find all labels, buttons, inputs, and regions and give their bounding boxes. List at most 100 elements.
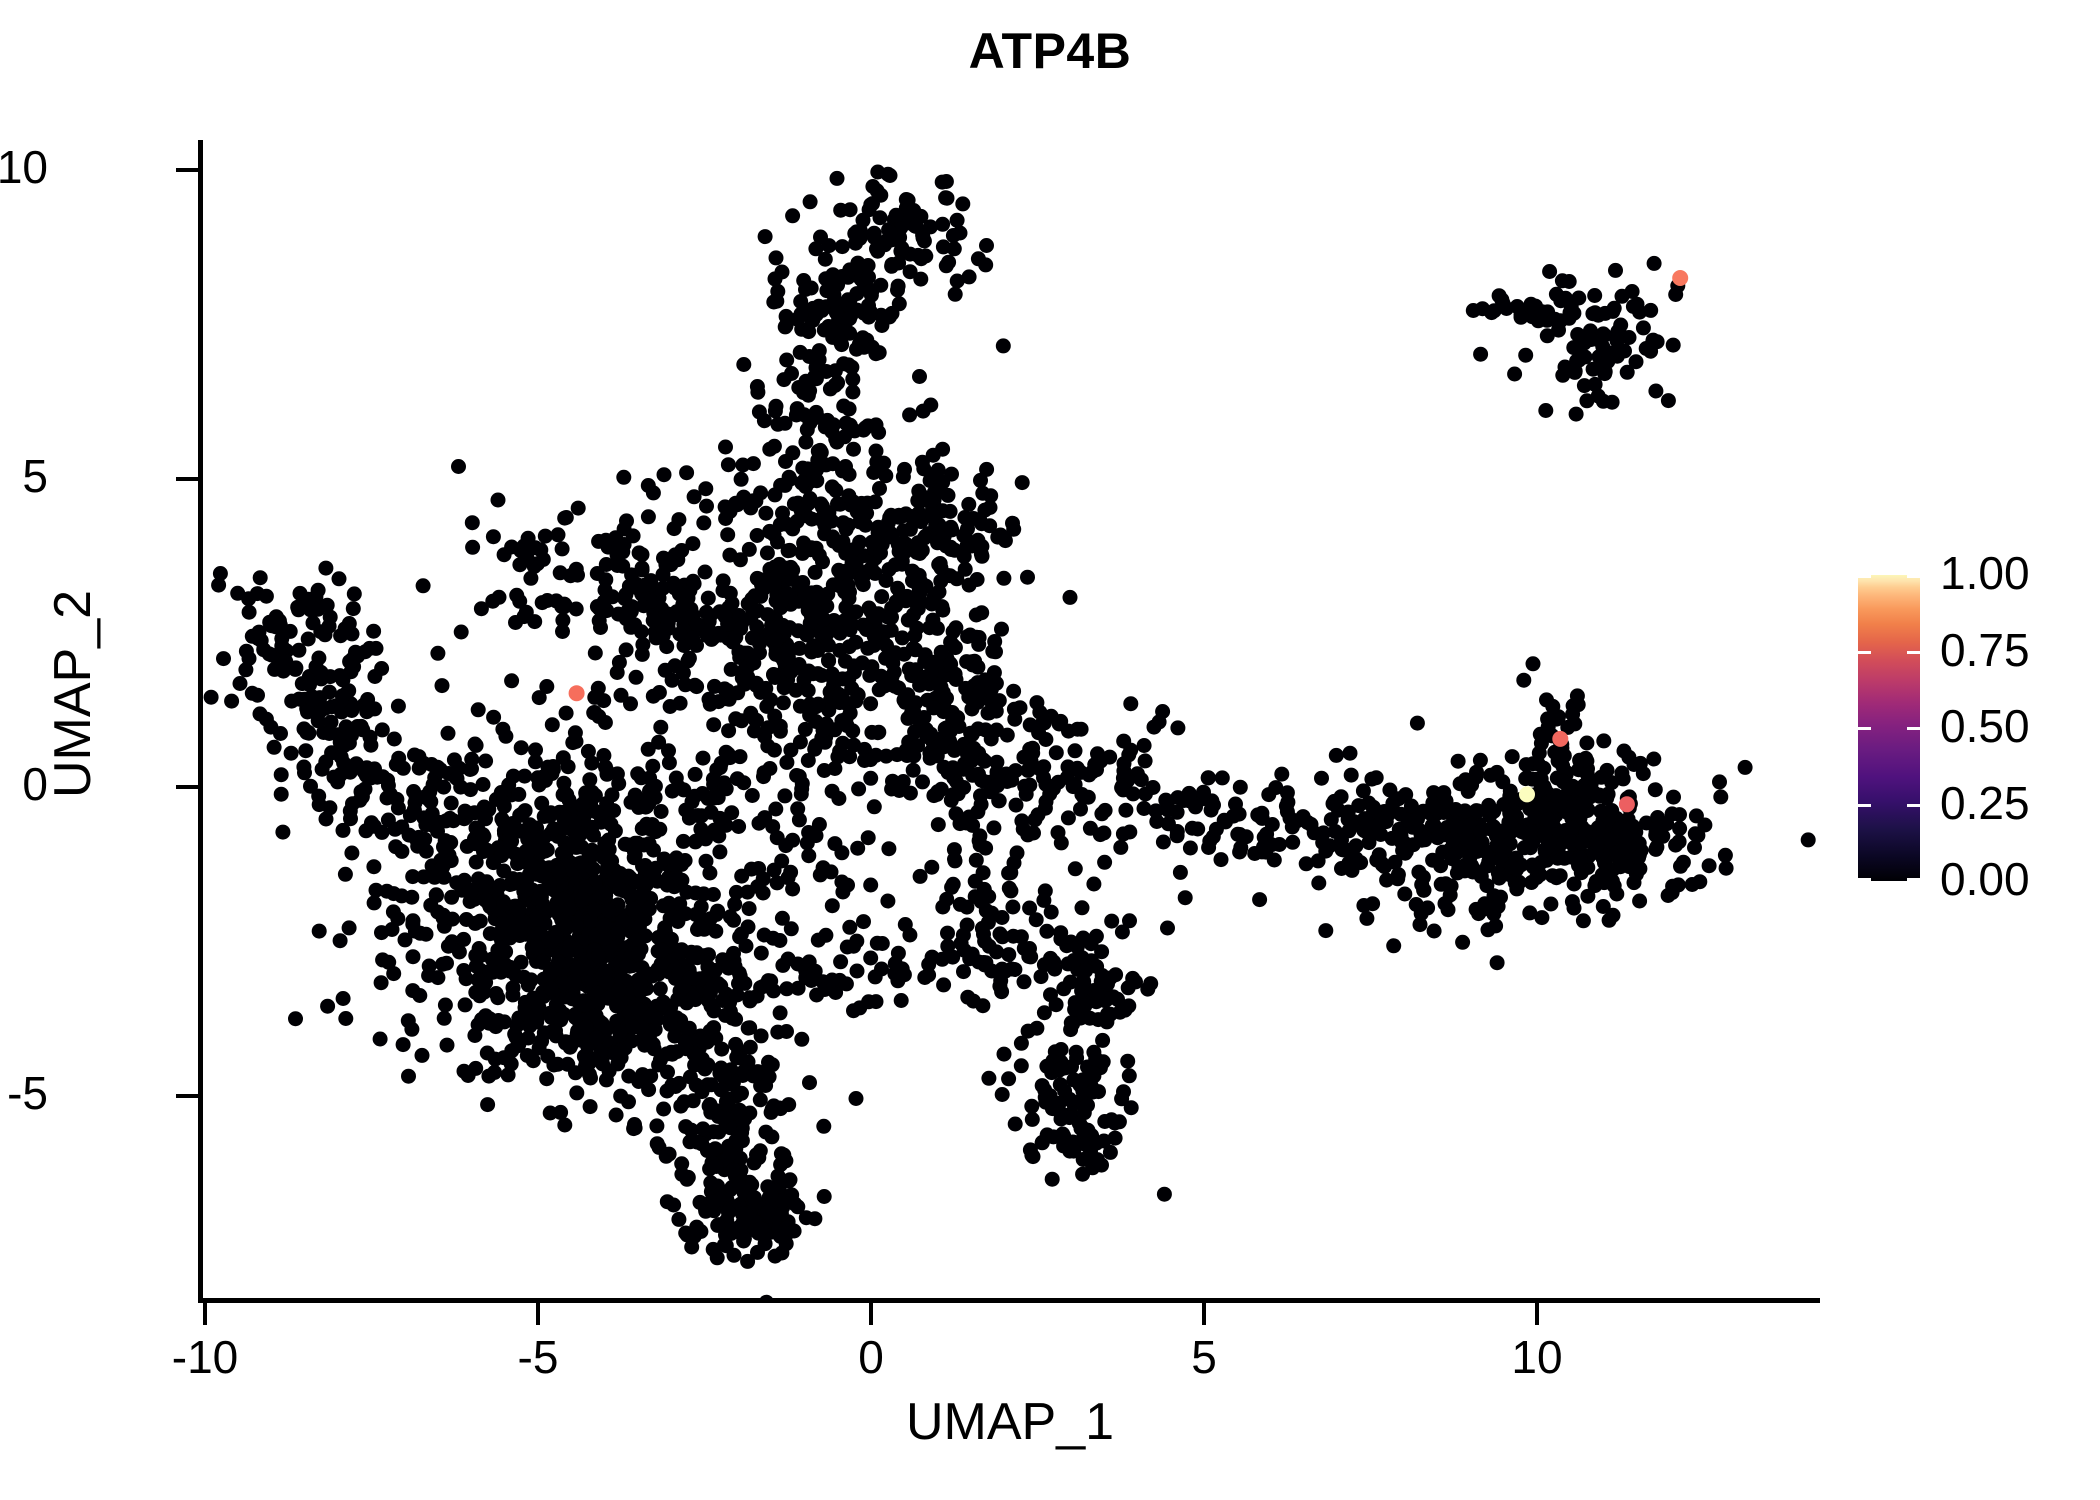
scatter-point bbox=[1697, 817, 1713, 833]
scatter-point bbox=[872, 481, 887, 496]
scatter-point bbox=[947, 286, 963, 302]
scatter-point bbox=[1340, 811, 1356, 827]
scatter-point bbox=[588, 1008, 604, 1024]
scatter-point bbox=[786, 496, 802, 512]
scatter-point bbox=[1089, 1152, 1105, 1168]
scatter-point bbox=[299, 725, 315, 741]
scatter-point bbox=[851, 781, 867, 797]
scatter-point bbox=[993, 973, 1009, 989]
scatter-point bbox=[863, 770, 879, 786]
scatter-point bbox=[1569, 353, 1585, 369]
scatter-point bbox=[651, 1057, 667, 1073]
scatter-point bbox=[444, 889, 460, 905]
scatter-point bbox=[557, 510, 573, 526]
scatter-point bbox=[506, 924, 522, 940]
scatter-point bbox=[557, 1117, 573, 1133]
scatter-point bbox=[841, 401, 857, 417]
scatter-point bbox=[406, 803, 422, 819]
scatter-point bbox=[617, 591, 633, 607]
y-tick-label: 5 bbox=[22, 449, 48, 502]
scatter-point bbox=[780, 648, 796, 664]
scatter-point bbox=[439, 1037, 455, 1053]
scatter-point bbox=[833, 954, 849, 970]
scatter-point bbox=[302, 677, 317, 693]
scatter-point bbox=[827, 377, 843, 393]
scatter-point bbox=[939, 690, 954, 706]
scatter-point bbox=[1351, 798, 1367, 814]
scatter-point bbox=[360, 692, 376, 707]
scatter-point bbox=[1170, 790, 1186, 806]
scatter-point bbox=[674, 543, 690, 558]
scatter-point bbox=[1601, 912, 1617, 928]
scatter-point bbox=[496, 896, 512, 912]
scatter-point bbox=[601, 903, 617, 919]
scatter-point bbox=[1043, 904, 1059, 920]
scatter-point bbox=[1561, 274, 1577, 289]
scatter-point bbox=[1534, 910, 1550, 926]
scatter-point bbox=[683, 970, 699, 986]
scatter-point bbox=[1513, 309, 1529, 325]
scatter-point bbox=[252, 570, 268, 586]
scatter-point bbox=[1076, 974, 1092, 989]
scatter-point bbox=[816, 322, 832, 338]
scatter-point bbox=[783, 664, 799, 680]
scatter-point bbox=[534, 868, 550, 884]
scatter-point bbox=[311, 650, 327, 666]
scatter-point bbox=[1420, 900, 1436, 916]
scatter-point bbox=[689, 679, 705, 695]
scatter-point bbox=[630, 972, 646, 988]
scatter-point bbox=[959, 899, 975, 915]
scatter-point bbox=[1499, 301, 1514, 316]
scatter-point bbox=[863, 950, 879, 966]
scatter-point bbox=[728, 711, 744, 727]
scatter-point bbox=[801, 324, 817, 340]
scatter-point bbox=[671, 1211, 687, 1227]
scatter-point bbox=[734, 1206, 750, 1222]
scatter-point bbox=[531, 1040, 547, 1056]
scatter-point bbox=[366, 895, 382, 911]
scatter-point bbox=[1155, 834, 1171, 850]
scatter-point bbox=[924, 507, 940, 523]
scatter-point bbox=[703, 804, 719, 820]
scatter-point bbox=[675, 665, 691, 681]
scatter-point bbox=[1486, 803, 1502, 819]
scatter-point bbox=[816, 1118, 832, 1134]
scatter-point bbox=[884, 258, 900, 274]
scatter-point bbox=[1100, 976, 1115, 992]
scatter-point bbox=[490, 1013, 506, 1028]
scatter-point bbox=[535, 551, 551, 567]
scatter-point bbox=[1014, 475, 1030, 491]
scatter-point bbox=[1470, 803, 1486, 819]
colorbar-tick-mark bbox=[1907, 803, 1920, 807]
scatter-point bbox=[758, 1124, 774, 1140]
scatter-point bbox=[994, 984, 1010, 1000]
scatter-point bbox=[646, 865, 662, 881]
scatter-point bbox=[482, 963, 498, 979]
scatter-point bbox=[1564, 820, 1580, 836]
scatter-point bbox=[573, 826, 589, 842]
scatter-point bbox=[751, 861, 767, 876]
scatter-point bbox=[275, 663, 291, 679]
scatter-point bbox=[554, 541, 570, 557]
scatter-point bbox=[291, 642, 307, 658]
scatter-point bbox=[962, 951, 978, 967]
scatter-point bbox=[1410, 811, 1425, 827]
scatter-point bbox=[631, 946, 646, 962]
scatter-point bbox=[640, 509, 656, 525]
scatter-point bbox=[1074, 787, 1090, 802]
scatter-point bbox=[463, 882, 479, 898]
scatter-point bbox=[718, 511, 734, 526]
scatter-point bbox=[1280, 794, 1296, 810]
scatter-point bbox=[212, 566, 228, 581]
scatter-point bbox=[599, 763, 615, 779]
scatter-point bbox=[1595, 899, 1611, 914]
scatter-point bbox=[1564, 894, 1580, 910]
scatter-point bbox=[639, 796, 655, 812]
scatter-point bbox=[963, 725, 979, 741]
scatter-point bbox=[344, 703, 360, 718]
scatter-point bbox=[515, 914, 531, 930]
scatter-point bbox=[653, 804, 669, 819]
scatter-point bbox=[1469, 764, 1484, 780]
scatter-point bbox=[977, 672, 993, 688]
scatter-point bbox=[1374, 857, 1390, 873]
